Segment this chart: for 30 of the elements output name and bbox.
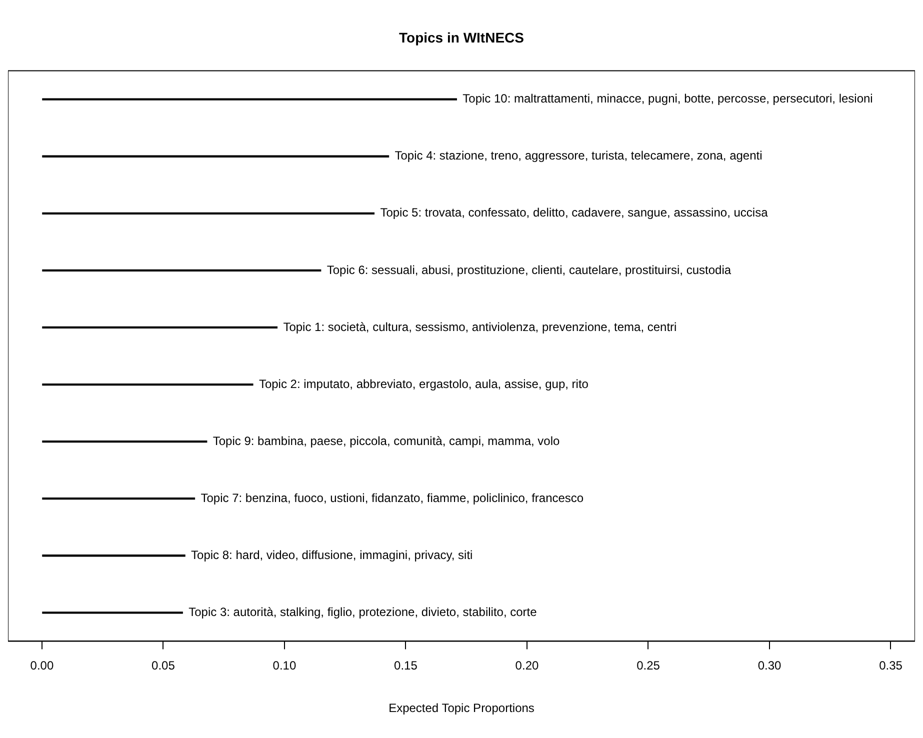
y-tick-label: Topic 8: hard, video, diffusione, immagini, privacy, siti: [191, 548, 473, 562]
x-tick-label: 0.15: [394, 658, 418, 673]
bar: [42, 612, 183, 614]
y-tick-label: Topic 4: stazione, treno, aggressore, turista, telecamere, zona, agenti: [394, 148, 762, 163]
bar: [42, 554, 186, 557]
y-tick-label: Topic 9: bambina, paese, piccola, comunità, campi, mamma, volo: [212, 434, 560, 448]
y-tick-label: Topic 2: imputato, abbreviato, ergastolo, aula, assise, gup, rito: [258, 376, 589, 391]
bar: [42, 269, 322, 272]
y-tick-label: Topic 3: autorità, stalking, figlio, protezione, divieto, stabilito, corte: [188, 604, 538, 619]
y-tick-label: Topic 6: sessuali, abusi, prostituzione, clienti, cautelare, prostituirsi, custodia: [326, 262, 732, 277]
x-axis-title: Expected Topic Proportions: [388, 701, 534, 716]
bar: [42, 440, 208, 443]
bar: [42, 383, 254, 386]
x-tick-label: 0.00: [30, 658, 54, 673]
y-tick-label: Topic 5: trovata, confessato, delitto, cadavere, sangue, assassino, uccisa: [380, 206, 768, 220]
bar: [42, 326, 278, 329]
x-tick-label: 0.35: [879, 658, 903, 673]
chart-title: Topics in WItNECS: [399, 29, 524, 46]
y-tick-label: Topic 7: benzina, fuoco, ustioni, fidanzato, fiamme, policlinico, francesco: [200, 490, 584, 505]
bar: [42, 498, 196, 500]
y-tick-label: Topic 10: maltrattamenti, minacce, pugni, botte, percosse, persecutori, lesioni: [462, 92, 873, 106]
x-tick-label: 0.20: [515, 658, 539, 673]
y-tick-label: Topic 1: società, cultura, sessismo, antiviolenza, prevenzione, tema, centri: [283, 320, 677, 334]
x-tick-label: 0.25: [636, 658, 660, 673]
x-tick-label: 0.05: [152, 658, 176, 673]
bar: [42, 155, 390, 158]
x-tick-label: 0.10: [272, 658, 296, 673]
bar: [42, 98, 457, 100]
bar: [42, 212, 375, 214]
x-tick-label: 0.30: [758, 658, 782, 673]
